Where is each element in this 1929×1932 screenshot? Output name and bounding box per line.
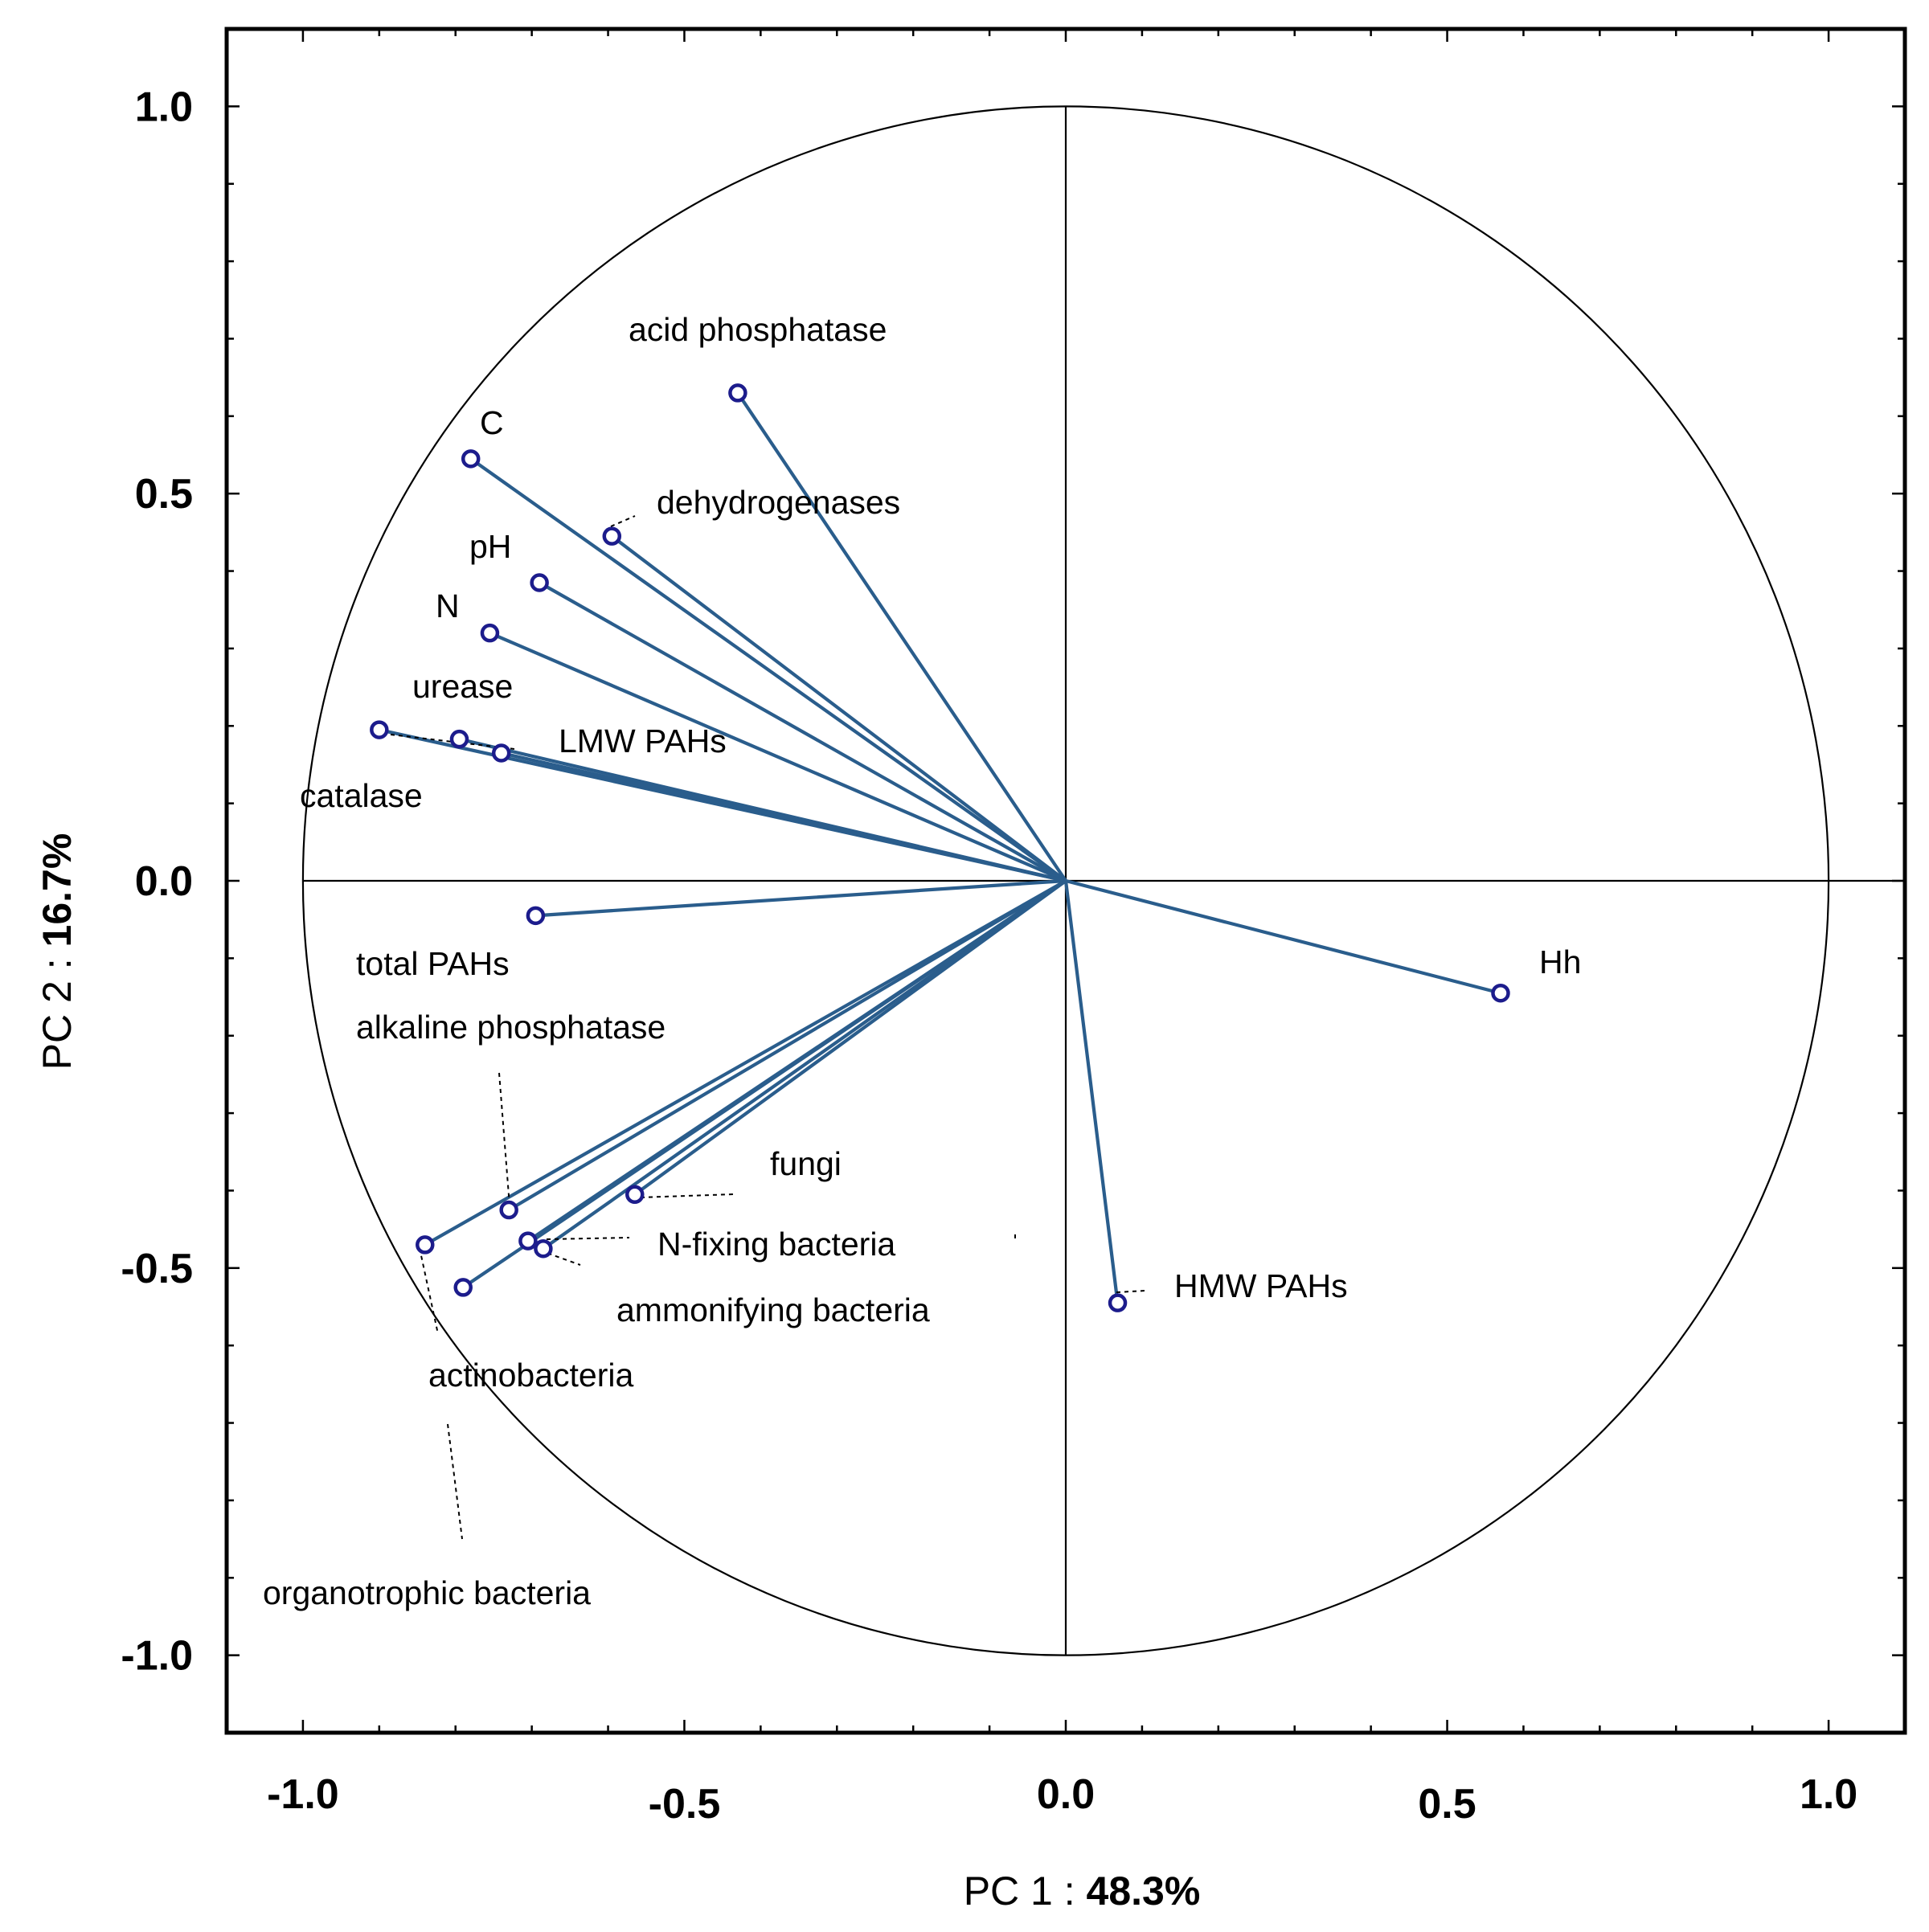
vector-organotrophic-bacteria [461, 878, 1068, 1290]
label-leader-line [447, 1423, 463, 1540]
label-leader-line [498, 1072, 510, 1206]
label-dehydrogenases: dehydrogenases [657, 484, 900, 521]
marker-total-pahs [526, 906, 546, 926]
tick-labels-layer: -1.0 -0.5 0.0 0.5 1.0 1.0 0.5 0.0 -0.5 -1.0 [121, 84, 1857, 1828]
label-n: N [436, 587, 460, 624]
vector-n [488, 631, 1068, 883]
marker-actinobacteria [416, 1235, 435, 1255]
label-leader-lines-layer [390, 515, 1146, 1540]
vector-total-pahs [534, 878, 1068, 918]
marker-organotrophic-bacteria [453, 1278, 473, 1297]
label-leader-line [419, 1247, 439, 1335]
label-lmw-pahs: LMW PAHs [559, 722, 727, 759]
marker-urease [449, 729, 469, 749]
y-axis-variance: 16.7% [35, 833, 80, 948]
vector-hmw-pahs [1063, 878, 1120, 1305]
vector-alkaline-phosphatase [507, 878, 1068, 1212]
label-hh: Hh [1539, 943, 1581, 980]
x-axis-title: PC 1 : 48.3% [964, 1869, 1201, 1914]
marker-fungi [625, 1185, 645, 1205]
label-hmw-pahs: HMW PAHs [1174, 1267, 1348, 1304]
y-tick-label: 1.0 [135, 84, 193, 130]
x-tick-label: -1.0 [267, 1771, 339, 1818]
x-axis-variance: 48.3% [1087, 1869, 1201, 1914]
marker-lmw-pahs [491, 743, 511, 763]
label-ammonifying-bacteria: ammonifying bacteria [616, 1291, 930, 1328]
marker-catalase [370, 720, 389, 739]
label-actinobacteria: actinobacteria [428, 1357, 633, 1394]
x-tick-label: 1.0 [1800, 1771, 1857, 1818]
vector-acid-phosphatase [735, 391, 1068, 883]
vector-lmw-pahs [499, 751, 1068, 883]
label-organotrophic-bacteria: organotrophic bacteria [263, 1574, 591, 1611]
label-urease: urease [412, 668, 513, 705]
label-leader-line [539, 1250, 581, 1266]
label-total-pahs: total PAHs [356, 945, 510, 982]
label-leader-line [1116, 1290, 1146, 1293]
marker-alkaline-phosphatase [499, 1200, 518, 1220]
x-tick-label: -0.5 [649, 1781, 721, 1828]
marker-hh [1491, 983, 1510, 1003]
label-n-fixing-bacteria: N-fixing bacteria [657, 1226, 895, 1263]
variable-markers-layer [370, 383, 1510, 1312]
marker-acid-phosphatase [728, 383, 747, 403]
marker-dehydrogenases [602, 526, 622, 546]
y-tick-label: -0.5 [121, 1246, 193, 1292]
y-axis-title-prefix: PC 2 : [35, 947, 80, 1070]
label-leader-line [546, 1237, 630, 1240]
y-axis-title: PC 2 : 16.7% [35, 833, 80, 1070]
y-tick-label: 0.0 [135, 858, 193, 905]
vector-dehydrogenases [610, 534, 1068, 883]
vector-actinobacteria [423, 878, 1068, 1247]
marker-n [480, 623, 500, 643]
label-ph: pH [469, 528, 511, 565]
x-tick-label: 0.5 [1418, 1781, 1476, 1828]
y-tick-label: 0.5 [135, 471, 193, 518]
marker-c [461, 449, 481, 469]
marker-ammonifying-bacteria [534, 1238, 553, 1259]
x-axis-title-prefix: PC 1 : [964, 1869, 1087, 1914]
label-acid-phosphatase: acid phosphatase [629, 311, 887, 348]
y-tick-label: -1.0 [121, 1633, 193, 1680]
label-c: C [480, 404, 504, 441]
label-catalase: catalase [300, 777, 423, 814]
x-tick-label: 0.0 [1037, 1771, 1095, 1818]
label-alkaline-phosphatase: alkaline phosphatase [356, 1009, 666, 1046]
marker-n-fixing-bacteria [518, 1231, 538, 1250]
label-fungi: fungi [770, 1145, 842, 1182]
vector-hh [1063, 878, 1503, 995]
vector-ph [538, 580, 1068, 883]
marker-hmw-pahs [1108, 1293, 1128, 1312]
tick-marks-layer [225, 27, 1906, 1734]
vector-c [469, 456, 1068, 883]
marker-ph [530, 573, 549, 592]
